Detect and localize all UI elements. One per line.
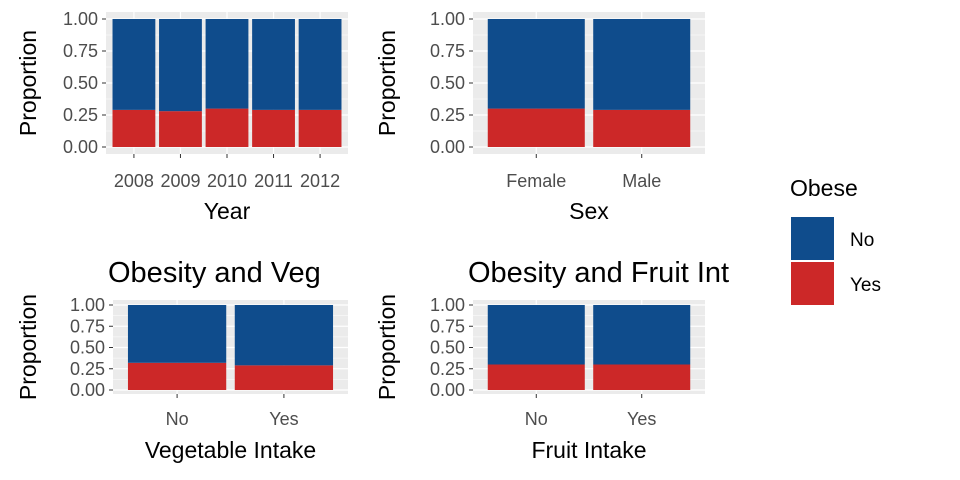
chart-panel-4: 0.000.250.500.751.00 No Yes Fruit Intake Pro… — [374, 257, 729, 463]
bar-no-female — [487, 19, 585, 109]
bar-no-2009 — [159, 19, 202, 112]
y-axis-title: Proportion — [374, 294, 400, 400]
bar-yes-2009 — [159, 111, 202, 147]
y-tick-label: 0.00 — [430, 137, 465, 157]
x-tick-label: 2012 — [300, 171, 340, 191]
panel-title: Obesity and Veg — [108, 257, 321, 289]
x-tick-label: Male — [622, 171, 661, 191]
y-axis-title: Proportion — [15, 294, 41, 400]
chart-panel-3: 0.000.250.500.751.00 No Yes Vegetable Intak… — [15, 257, 348, 463]
legend-label-no: No — [850, 230, 874, 251]
y-tick-label: 0.50 — [63, 73, 98, 93]
bar-yes-male — [593, 109, 691, 147]
x-axis-title: Fruit Intake — [531, 437, 646, 463]
x-axis-title: Year — [204, 198, 251, 224]
y-tick-label: 1.00 — [430, 295, 465, 315]
bar-yes-no — [127, 362, 227, 390]
bar-yes-female — [487, 108, 585, 147]
y-tick-label: 0.75 — [70, 316, 105, 336]
legend-key-yes — [789, 260, 836, 307]
y-tick-label: 0.50 — [70, 338, 105, 358]
y-tick-label: 1.00 — [63, 9, 98, 29]
bar-no-male — [593, 19, 691, 110]
chart-panel-1: 0.00 0.25 0.50 0.75 1.00 2008 2009 2010 2011 2012… — [15, 9, 348, 224]
bar-no-2008 — [112, 19, 156, 110]
y-axis-title: Proportion — [15, 30, 41, 136]
x-axis-title: Vegetable Intake — [145, 437, 316, 463]
legend-title: Obese — [790, 175, 858, 201]
bar-no-yes — [593, 305, 691, 365]
bar-yes-yes — [593, 364, 691, 390]
x-tick-label: No — [166, 409, 189, 429]
x-tick-label: 2009 — [160, 171, 200, 191]
y-tick-label: 1.00 — [430, 9, 465, 29]
y-tick-label: 0.00 — [70, 380, 105, 400]
y-tick-label: 0.00 — [430, 380, 465, 400]
y-tick-label: 0.25 — [430, 105, 465, 125]
y-axis-title: Proportion — [374, 30, 400, 136]
legend: Obese No Yes — [789, 175, 881, 307]
bar-no-yes — [234, 305, 334, 366]
bar-no-2011 — [252, 19, 295, 110]
chart-panel-2: 0.00 0.25 0.50 0.75 1.00 Female Male Sex Proport… — [374, 9, 705, 224]
y-tick-label: 0.50 — [430, 338, 465, 358]
y-tick-label: 0.25 — [63, 105, 98, 125]
bar-yes-2010 — [205, 108, 249, 147]
x-tick-label: 2010 — [207, 171, 247, 191]
y-tick-label: 0.25 — [430, 359, 465, 379]
y-tick-label: 0.25 — [70, 359, 105, 379]
bar-yes-no — [487, 364, 585, 390]
x-tick-label: 2011 — [254, 171, 293, 191]
x-axis-title: Sex — [569, 198, 609, 224]
x-tick-label: Yes — [269, 409, 298, 429]
bar-no-2012 — [298, 19, 342, 110]
bar-no-no — [127, 305, 227, 363]
y-tick-label: 0.00 — [63, 137, 98, 157]
x-tick-label: Female — [506, 171, 566, 191]
legend-key-no — [789, 215, 836, 262]
y-tick-label: 0.75 — [63, 41, 98, 61]
bar-yes-2011 — [252, 109, 295, 147]
y-tick-label: 0.50 — [430, 73, 465, 93]
bar-no-2010 — [205, 19, 249, 109]
bar-yes-yes — [234, 365, 334, 390]
y-tick-label: 0.75 — [430, 41, 465, 61]
legend-label-yes: Yes — [850, 275, 881, 296]
bar-yes-2012 — [298, 109, 342, 147]
bar-yes-2008 — [112, 109, 156, 147]
x-tick-label: 2008 — [114, 171, 154, 191]
x-tick-label: Yes — [627, 409, 656, 429]
y-tick-label: 1.00 — [70, 295, 105, 315]
x-tick-label: No — [525, 409, 548, 429]
bar-no-no — [487, 305, 585, 365]
panel-title: Obesity and Fruit Int — [468, 257, 729, 289]
y-tick-label: 0.75 — [430, 316, 465, 336]
